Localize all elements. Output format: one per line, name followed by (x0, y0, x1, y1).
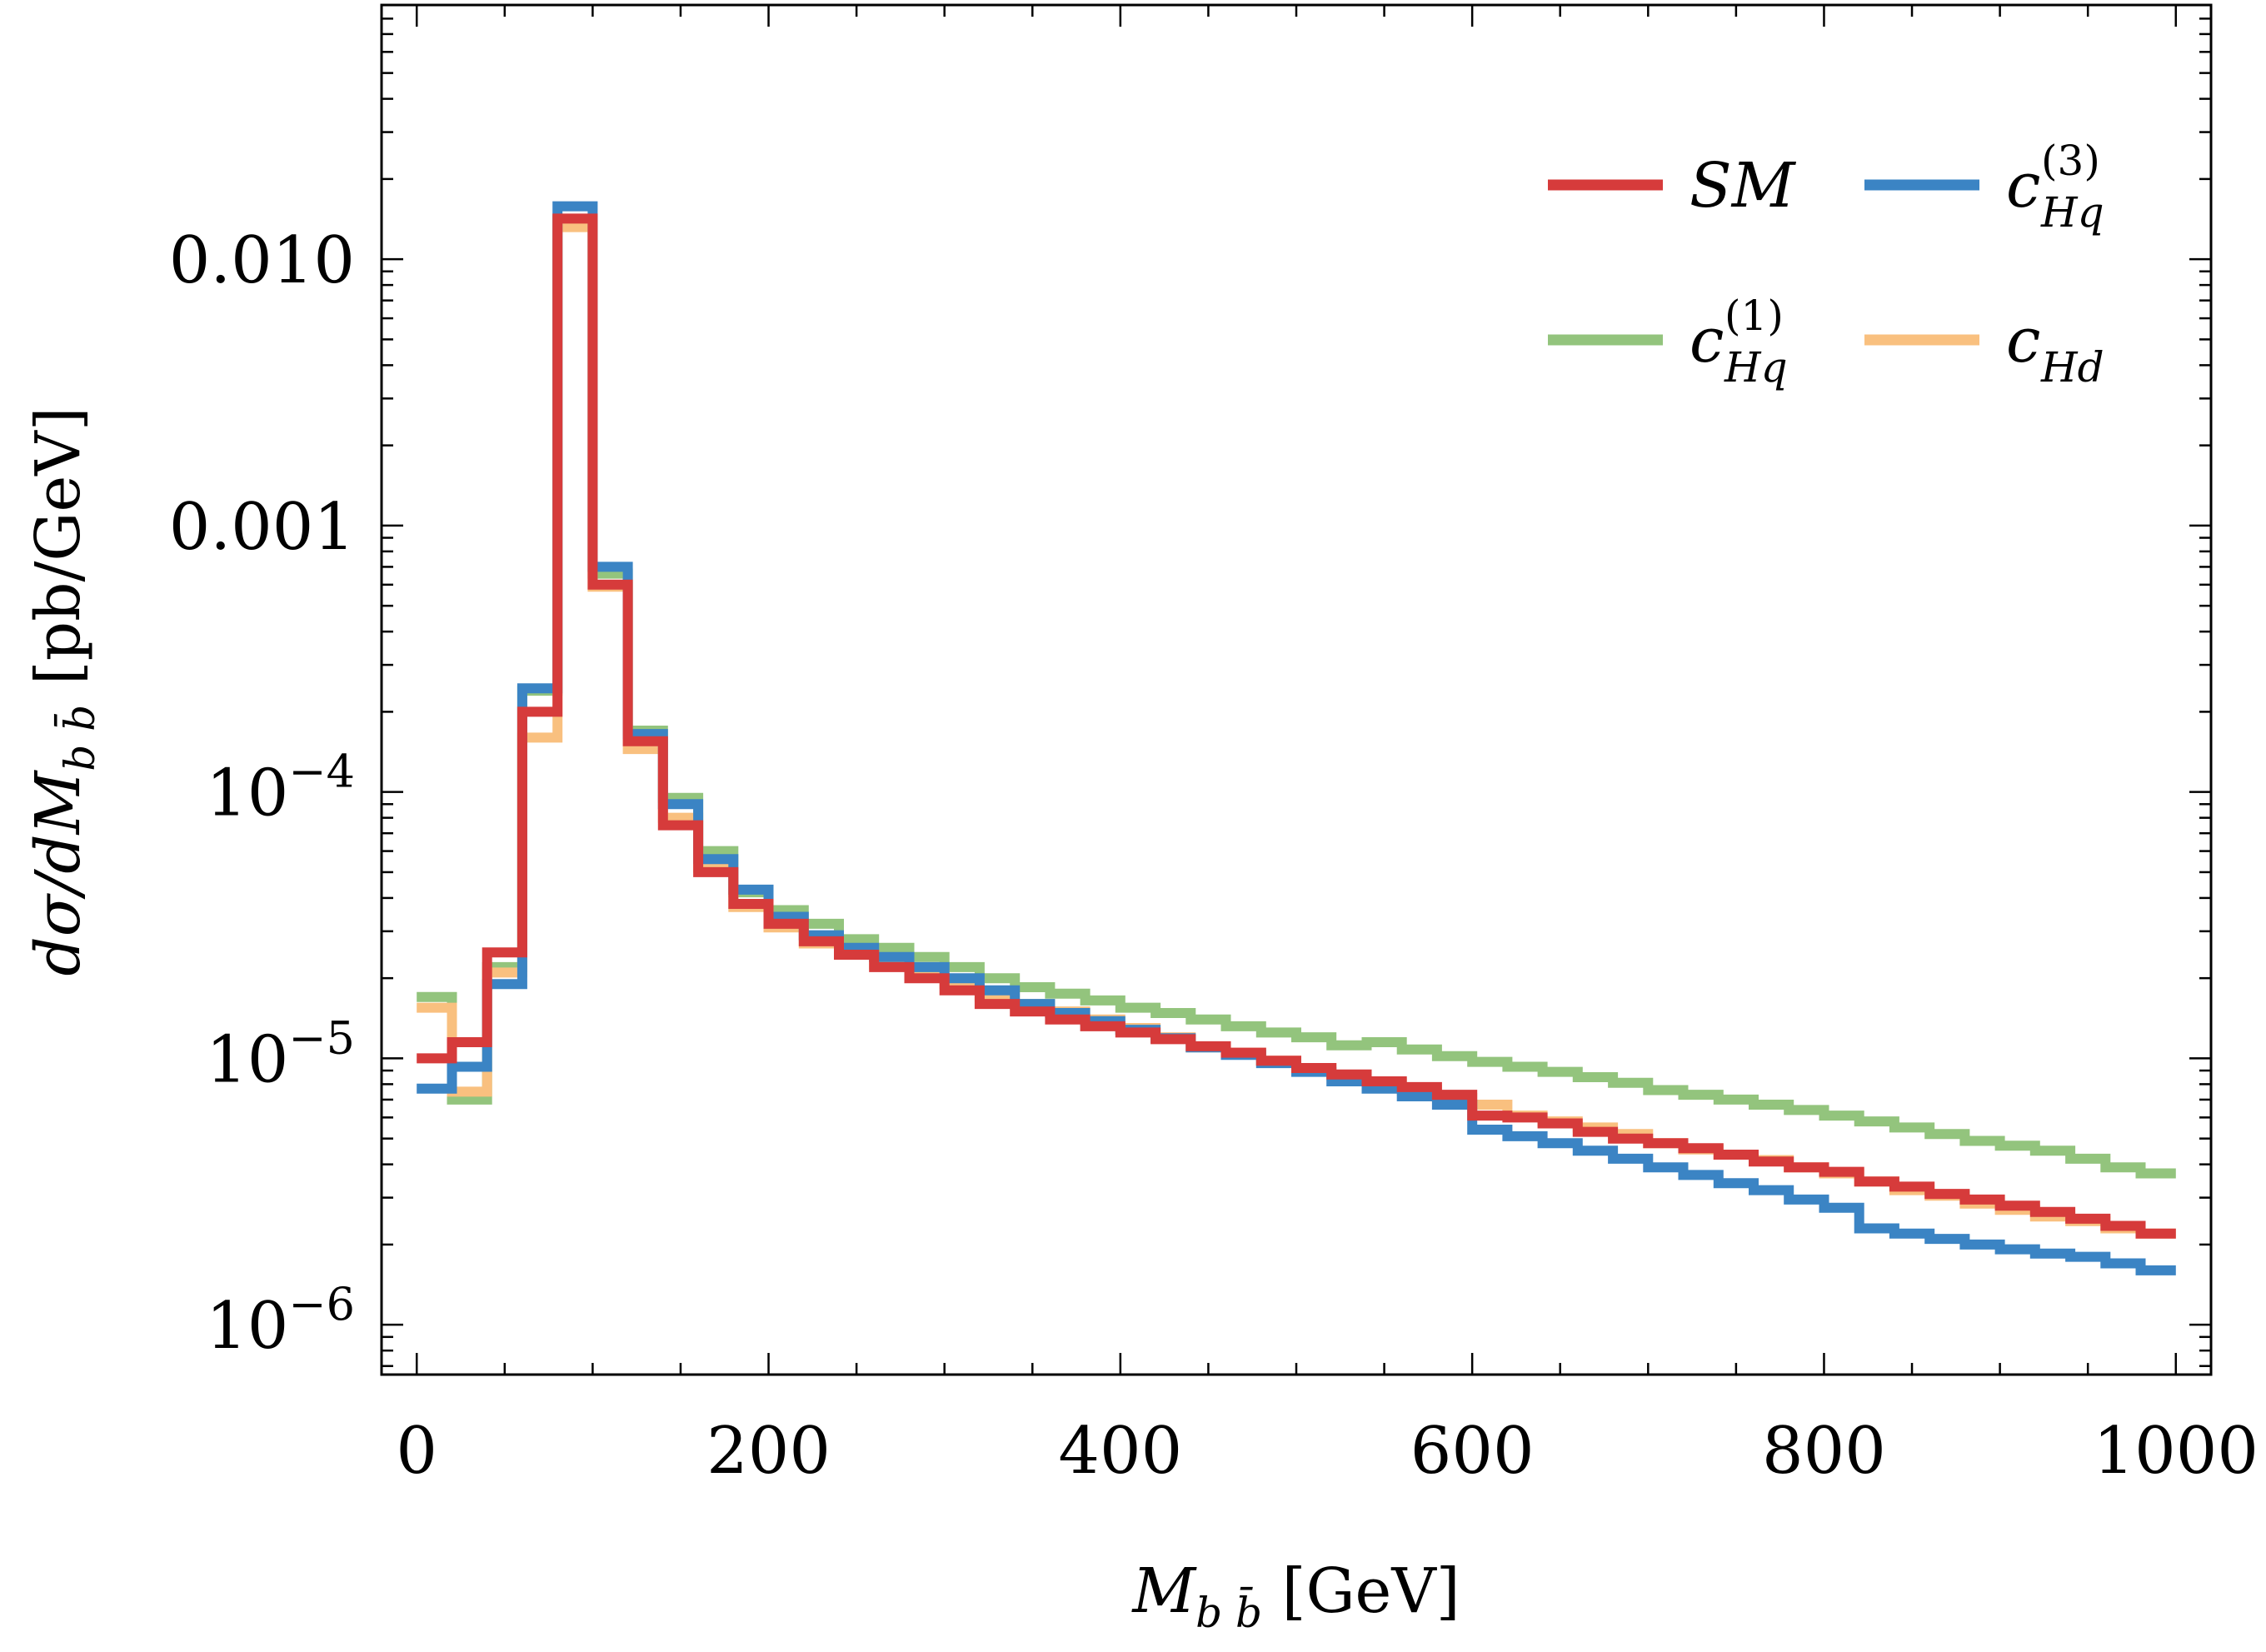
x-tick-label: 800 (1762, 1414, 1886, 1489)
legend-label: c(3) Hq (2006, 137, 2104, 237)
series-line-4 (417, 213, 2176, 1239)
legend: SM c(3) Hq c(1) Hq cHd (1548, 137, 2104, 392)
axis-ticks (382, 3, 2211, 1375)
x-tick-label: 600 (1410, 1414, 1535, 1489)
x-tick-labels: 0 200 400 600 800 1000 (396, 1414, 2259, 1489)
series-group (417, 201, 2176, 1275)
x-tick-label: 400 (1058, 1414, 1182, 1489)
x-tick-label: 200 (706, 1414, 831, 1489)
legend-label: SM (1690, 150, 1797, 222)
series-line-1 (417, 215, 2176, 1179)
y-tick-label: 10−6 (206, 1278, 355, 1364)
x-tick-label: 1000 (2094, 1414, 2259, 1489)
y-tick-label: 10−5 (206, 1011, 355, 1097)
y-tick-label: 0.010 (169, 223, 355, 298)
legend-label: c(1) Hq (1690, 292, 1788, 392)
series-line-2 (417, 222, 2176, 1239)
x-axis-label: Mb b̄ [GeV] (1131, 1555, 1460, 1637)
y-tick-label: 10−4 (206, 746, 355, 831)
y-axis-label: dσ/dMb b̄ [pb/GeV] (22, 407, 104, 976)
y-tick-label: 0.001 (169, 490, 355, 565)
legend-label: cHd (2006, 305, 2104, 392)
plot-frame (380, 3, 2213, 1376)
x-tick-label: 0 (396, 1414, 437, 1489)
series-line-3 (417, 201, 2176, 1275)
y-tick-labels: 0.010 0.001 10−4 10−5 10−6 (169, 223, 355, 1364)
